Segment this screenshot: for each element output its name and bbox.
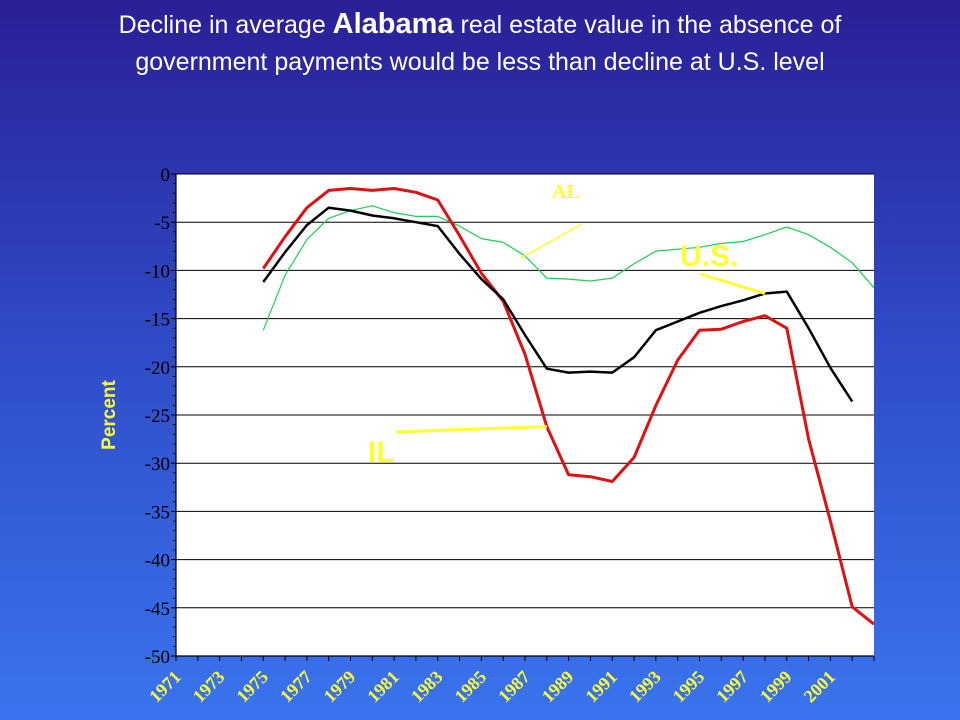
y-tick-label: -20: [145, 358, 170, 379]
series-line-us: [262, 206, 854, 403]
x-tick-label: 1999: [756, 667, 796, 707]
x-tick-label: 1983: [407, 667, 447, 707]
x-tick-label: 1989: [538, 667, 578, 707]
series-line-il: [262, 187, 875, 626]
annotation-arrow: [395, 425, 547, 434]
x-tick-label: 1993: [625, 667, 665, 707]
annotation-label: IL: [368, 436, 395, 469]
title-highlight: Alabama: [332, 8, 454, 40]
title-post: real estate value in the absence of gove…: [135, 11, 842, 76]
x-tick-label: 1985: [451, 667, 491, 707]
series-lines: [262, 187, 875, 626]
slide-title: Decline in average Alabama real estate v…: [60, 6, 900, 81]
x-tick-label: 1987: [494, 667, 534, 707]
title-pre: Decline in average: [118, 11, 333, 39]
x-tick-label: 1995: [669, 667, 709, 707]
annotation-arrow: [520, 223, 583, 259]
y-tick-label: 0: [161, 165, 171, 186]
x-tick-label: 1973: [189, 667, 229, 707]
y-tick-label: -50: [145, 647, 170, 668]
annotations: AL U.S. IL: [368, 181, 766, 469]
gridlines: [176, 173, 874, 657]
x-tick-label: 1979: [320, 667, 360, 707]
x-tick-label: 1981: [363, 667, 403, 707]
x-tick-label: 1997: [712, 667, 752, 707]
x-tick-label: 1971: [145, 667, 185, 707]
annotation-label: U.S.: [680, 240, 738, 273]
y-tick-label: -30: [145, 454, 170, 475]
y-tick-label: -10: [145, 261, 170, 282]
series-line-al: [262, 205, 875, 331]
y-tick-label: -15: [145, 310, 170, 331]
y-tick-label: -40: [145, 551, 170, 572]
annotation-label: AL: [552, 181, 580, 203]
y-tick-label: -25: [145, 406, 170, 427]
y-tick-label: -45: [145, 599, 170, 620]
annotation-arrow: [699, 272, 766, 295]
x-tick-label: 1975: [232, 667, 272, 707]
y-tick-label: -5: [154, 213, 170, 234]
x-tick-label: 1991: [581, 667, 621, 707]
x-tick-label: 2001: [800, 667, 840, 707]
x-tick-label: 1977: [276, 667, 316, 707]
y-axis-label: Percent: [99, 379, 120, 449]
y-tick-label: -35: [145, 502, 170, 523]
